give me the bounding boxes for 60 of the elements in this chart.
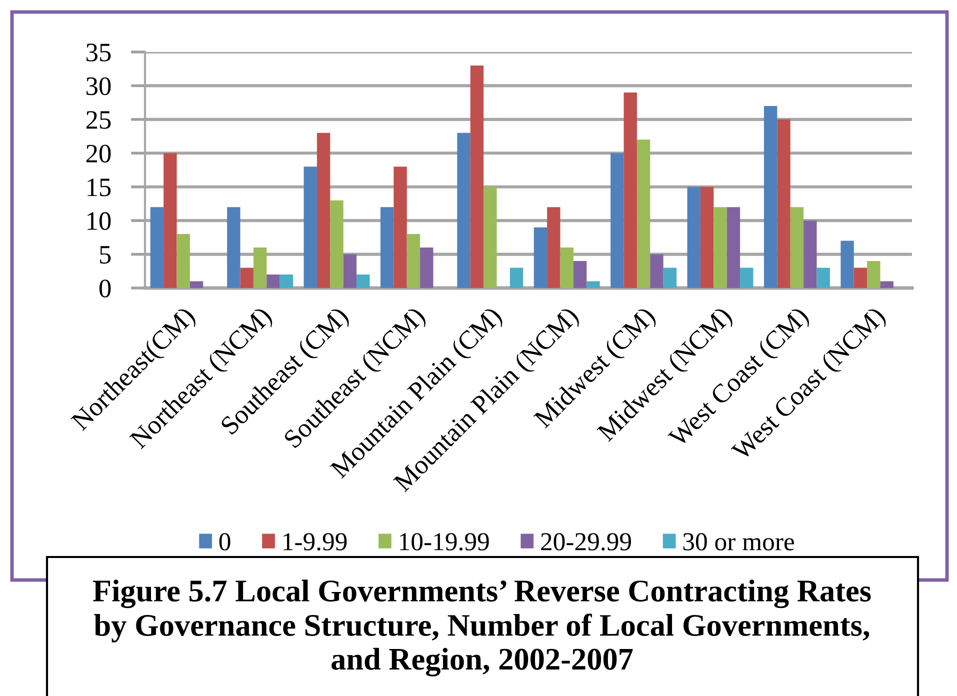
bar <box>150 207 164 288</box>
bar <box>610 153 624 288</box>
bar <box>714 207 727 288</box>
y-tick-label: 5 <box>100 246 111 264</box>
bar <box>804 220 817 288</box>
bar <box>330 200 344 288</box>
bar <box>240 268 254 288</box>
bar <box>700 186 714 288</box>
bar <box>764 106 778 288</box>
bar <box>457 132 470 288</box>
bar <box>343 254 357 288</box>
bar <box>227 207 240 288</box>
legend-label: 20-29.99 <box>541 533 631 551</box>
bar <box>663 268 677 288</box>
bar <box>726 207 740 288</box>
bar <box>777 119 790 288</box>
bar <box>816 268 830 288</box>
bar <box>510 268 524 288</box>
text: Figure 5.7 Local Governments’ Reverse Contracting Rates by Governance Structure, Number of Local Governments, and Region, 2002-2007 <box>92 580 871 676</box>
bar <box>740 268 754 288</box>
bar <box>867 261 880 288</box>
bar <box>880 281 894 288</box>
legend-label: 1-9.99 <box>284 533 347 551</box>
bar <box>266 274 280 288</box>
y-tick-label: 30 <box>86 77 111 96</box>
bar <box>380 207 394 288</box>
y-tick-label: 10 <box>88 212 111 230</box>
bar <box>484 186 497 288</box>
bar <box>790 207 804 288</box>
y-tick-label: 15 <box>88 178 111 196</box>
y-tick-label: 25 <box>86 111 111 129</box>
bar <box>280 274 294 288</box>
y-tick-label: 0 <box>99 280 111 298</box>
bar <box>356 274 370 288</box>
bar <box>547 207 560 288</box>
bar <box>470 65 484 288</box>
bar <box>304 166 317 288</box>
bar <box>636 140 650 288</box>
bar <box>573 261 587 288</box>
legend-label: 30 or more <box>683 533 794 550</box>
bar <box>650 254 664 288</box>
legend-label: 0 <box>219 533 230 550</box>
bar <box>687 186 700 288</box>
bar <box>164 153 177 288</box>
bar <box>586 281 600 288</box>
legend-label: 10-19.99 <box>400 533 489 551</box>
bar <box>253 248 267 288</box>
bar <box>840 240 854 288</box>
y-tick-label: 35 <box>86 44 111 62</box>
bar <box>534 227 548 288</box>
bar <box>406 234 420 288</box>
bar <box>190 281 204 288</box>
bar <box>316 132 330 288</box>
bar <box>624 92 637 288</box>
bar <box>420 248 434 288</box>
bar <box>394 166 407 288</box>
bar <box>854 268 868 288</box>
bar <box>560 248 574 288</box>
y-tick-label: 20 <box>86 144 111 163</box>
bar <box>176 234 190 288</box>
